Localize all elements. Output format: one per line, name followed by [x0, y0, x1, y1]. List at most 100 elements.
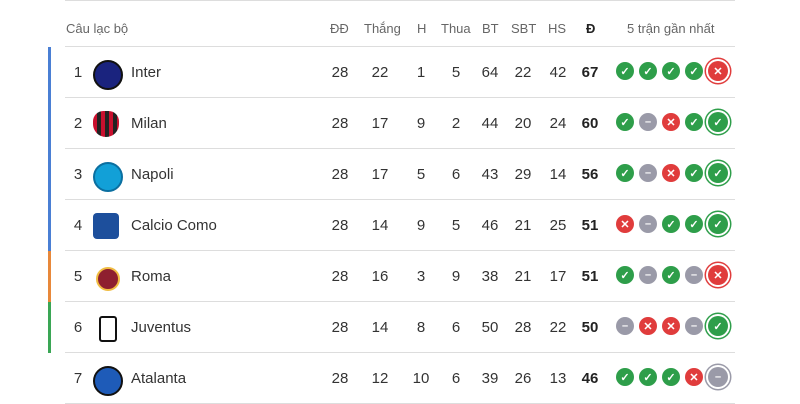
club-name[interactable]: Calcio Como	[131, 217, 217, 234]
cell-ga: 20	[514, 115, 532, 132]
top-divider	[65, 0, 735, 1]
loss-icon[interactable]: ✕	[662, 113, 680, 131]
draw-icon[interactable]: –	[685, 266, 703, 284]
win-icon[interactable]: ✓	[708, 112, 728, 132]
table-row[interactable]: 7 Atalanta 28 12 10 6 39 26 13 46 ✓ ✓ ✓ ✕ –	[48, 353, 735, 404]
cell-won: 12	[371, 370, 389, 387]
table-row[interactable]: 1 Inter 28 22 1 5 64 22 42 67 ✓ ✓ ✓ ✓ ✕	[48, 47, 735, 98]
cell-gd: 14	[549, 166, 567, 183]
club-name[interactable]: Napoli	[131, 166, 174, 183]
loss-icon[interactable]: ✕	[616, 215, 634, 233]
loss-icon[interactable]: ✕	[639, 317, 657, 335]
qualification-zone-bar	[48, 302, 51, 353]
recent-form: ✓ – ✓ – ✕	[616, 265, 728, 285]
club-name[interactable]: Roma	[131, 268, 172, 285]
rank: 1	[73, 64, 83, 81]
win-icon[interactable]: ✓	[639, 62, 657, 80]
win-icon[interactable]: ✓	[662, 62, 680, 80]
juventus-logo	[99, 316, 117, 342]
cell-gd: 24	[549, 115, 567, 132]
header-won: Thắng	[364, 21, 401, 36]
cell-gd: 22	[549, 319, 567, 336]
win-icon[interactable]: ✓	[708, 214, 728, 234]
win-icon[interactable]: ✓	[685, 215, 703, 233]
rank: 2	[73, 115, 83, 132]
table-row[interactable]: 3 Napoli 28 17 5 6 43 29 14 56 ✓ – ✕ ✓ ✓	[48, 149, 735, 200]
qualification-zone-bar	[48, 98, 51, 149]
club-name[interactable]: Juventus	[131, 319, 192, 336]
cell-played: 28	[331, 217, 349, 234]
win-icon[interactable]: ✓	[616, 368, 634, 386]
win-icon[interactable]: ✓	[662, 215, 680, 233]
cell-played: 28	[331, 370, 349, 387]
cell-lost: 2	[451, 115, 461, 132]
loss-icon[interactable]: ✕	[662, 317, 680, 335]
row-divider	[65, 301, 735, 302]
cell-played: 28	[331, 319, 349, 336]
draw-icon[interactable]: –	[685, 317, 703, 335]
rank: 4	[73, 217, 83, 234]
cell-played: 28	[331, 115, 349, 132]
header-gd: HS	[548, 21, 567, 36]
cell-won: 17	[371, 166, 389, 183]
win-icon[interactable]: ✓	[662, 266, 680, 284]
como-logo	[93, 213, 119, 239]
club-name[interactable]: Milan	[131, 115, 167, 132]
milan-logo	[93, 111, 119, 137]
loss-icon[interactable]: ✕	[708, 61, 728, 81]
club-name[interactable]: Inter	[131, 64, 162, 81]
cell-lost: 6	[451, 370, 461, 387]
row-divider	[65, 199, 735, 200]
win-icon[interactable]: ✓	[685, 62, 703, 80]
cell-lost: 9	[451, 268, 461, 285]
win-icon[interactable]: ✓	[708, 316, 728, 336]
qualification-zone-bar	[48, 200, 51, 251]
draw-icon[interactable]: –	[639, 113, 657, 131]
cell-gf: 46	[481, 217, 499, 234]
header-draw: H	[417, 21, 427, 36]
cell-gf: 44	[481, 115, 499, 132]
win-icon[interactable]: ✓	[616, 164, 634, 182]
table-row[interactable]: 2 Milan 28 17 9 2 44 20 24 60 ✓ – ✕ ✓ ✓	[48, 98, 735, 149]
qualification-zone-bar	[48, 47, 51, 98]
row-divider	[65, 97, 735, 98]
loss-icon[interactable]: ✕	[685, 368, 703, 386]
recent-form: ✕ – ✓ ✓ ✓	[616, 214, 728, 234]
win-icon[interactable]: ✓	[685, 113, 703, 131]
header-lost: Thua	[441, 21, 471, 36]
cell-won: 14	[371, 319, 389, 336]
draw-icon[interactable]: –	[639, 266, 657, 284]
table-row[interactable]: 6 Juventus 28 14 8 6 50 28 22 50– ✕ ✕ – ✓	[48, 302, 735, 353]
loss-icon[interactable]: ✕	[708, 265, 728, 285]
recent-form: ✓ ✓ ✓ ✓ ✕	[616, 61, 728, 81]
win-icon[interactable]: ✓	[708, 163, 728, 183]
header-points: Đ	[586, 21, 596, 36]
cell-gf: 38	[481, 268, 499, 285]
loss-icon[interactable]: ✕	[662, 164, 680, 182]
win-icon[interactable]: ✓	[616, 266, 634, 284]
draw-icon[interactable]: –	[616, 317, 634, 335]
header-club: Câu lạc bộ	[66, 21, 129, 36]
win-icon[interactable]: ✓	[616, 62, 634, 80]
draw-icon[interactable]: –	[639, 164, 657, 182]
club-name[interactable]: Atalanta	[131, 370, 187, 387]
recent-form: ✓ – ✕ ✓ ✓	[616, 163, 728, 183]
cell-draw: 5	[416, 166, 426, 183]
inter-logo	[93, 60, 123, 90]
table-row[interactable]: 4 Calcio Como 28 14 9 5 46 21 25 51 ✕ – ✓ ✓ ✓	[48, 200, 735, 251]
win-icon[interactable]: ✓	[639, 368, 657, 386]
cell-lost: 5	[451, 64, 461, 81]
atalanta-logo	[93, 366, 123, 396]
cell-gd: 17	[549, 268, 567, 285]
rank: 6	[73, 319, 83, 336]
draw-icon[interactable]: –	[639, 215, 657, 233]
win-icon[interactable]: ✓	[685, 164, 703, 182]
cell-played: 28	[331, 64, 349, 81]
win-icon[interactable]: ✓	[616, 113, 634, 131]
header-gf: BT	[482, 21, 499, 36]
cell-pts: 67	[581, 64, 599, 81]
win-icon[interactable]: ✓	[662, 368, 680, 386]
cell-won: 17	[371, 115, 389, 132]
table-row[interactable]: 5 Roma 28 16 3 9 38 21 17 51 ✓ – ✓ – ✕	[48, 251, 735, 302]
draw-icon[interactable]: –	[708, 367, 728, 387]
